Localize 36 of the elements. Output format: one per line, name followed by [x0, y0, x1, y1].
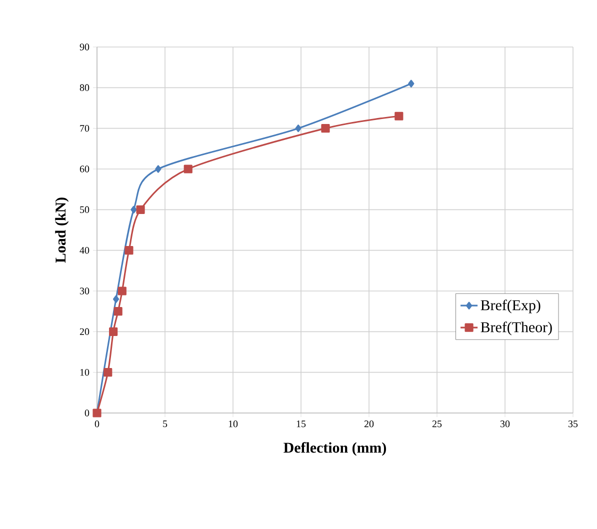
x-tick-label: 35 — [568, 420, 578, 428]
point — [394, 112, 404, 120]
y-tick-label: 20 — [80, 328, 90, 336]
x-tick-label: 20 — [364, 420, 374, 428]
point — [114, 307, 122, 316]
legend-label: Bref(Theor) — [480, 322, 552, 336]
point — [184, 164, 192, 174]
y-tick-label: 60 — [80, 166, 90, 172]
y-tick-label: 30 — [80, 288, 90, 294]
point — [295, 124, 302, 132]
legend-label: Bref(Exp) — [480, 300, 540, 314]
point — [321, 124, 330, 133]
point — [109, 327, 118, 336]
y-tick-label: 50 — [80, 206, 90, 214]
point — [155, 165, 162, 173]
x-tick-label: 10 — [228, 420, 238, 428]
x-tick-label: 25 — [432, 420, 442, 428]
y-tick-label: 0 — [84, 410, 90, 416]
y-tick-label: 40 — [80, 246, 90, 254]
y-tick-label: 90 — [80, 44, 90, 50]
x-axis-title: Deflection (mm) — [284, 442, 386, 456]
x-tick-label: 5 — [163, 420, 168, 428]
point — [136, 205, 145, 214]
point — [112, 295, 120, 303]
y-tick-label: 10 — [80, 368, 90, 376]
point — [104, 368, 112, 377]
y-axis-title: Load (kN) — [55, 198, 69, 263]
point — [124, 246, 134, 255]
point — [130, 206, 137, 214]
x-tick-label: 30 — [500, 420, 510, 428]
point — [118, 286, 126, 296]
x-tick-label: 15 — [296, 420, 306, 428]
x-tick-label: 0 — [94, 420, 100, 428]
point — [408, 80, 414, 88]
y-tick-label: 80 — [80, 84, 90, 92]
y-tick-label: 70 — [80, 124, 90, 132]
